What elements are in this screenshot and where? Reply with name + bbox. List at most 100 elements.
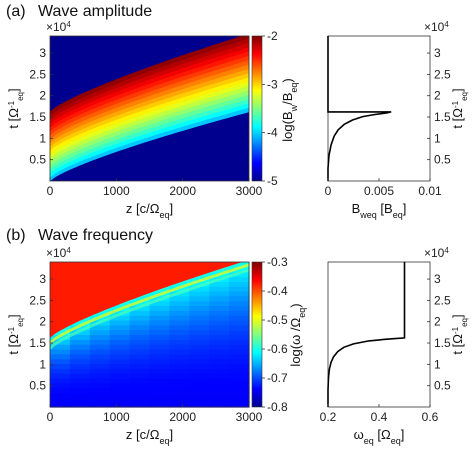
- heatmap-b-cell: [209, 305, 230, 311]
- heatmap-b-cell: [50, 368, 71, 374]
- heatmap-b-cell: [89, 344, 111, 350]
- heatmap-b-cell: [229, 363, 250, 369]
- y-axis-label: t [Ω-1eq]: [450, 88, 469, 128]
- heatmap-b-cell: [229, 373, 250, 379]
- colorbar-a-ticks: -2 -3 -4 -5: [262, 29, 278, 188]
- heatmap-b-cell: [50, 373, 71, 379]
- heatmap-b-cell: [209, 378, 230, 384]
- heatmap-b-cell: [229, 344, 250, 350]
- x-tick-label: 2000: [169, 410, 196, 424]
- heatmap-b-cell: [169, 320, 190, 326]
- x-tick-label: 0.4: [371, 410, 388, 424]
- heatmap-b-cell: [129, 387, 151, 394]
- heatmap-b-cell: [209, 315, 230, 321]
- heatmap-b-cell: [129, 397, 151, 403]
- heatmap-b-cell: [169, 315, 190, 321]
- heatmap-b-cell: [129, 320, 151, 326]
- heatmap-b-cell: [69, 368, 91, 374]
- heatmap-b-cell: [209, 349, 230, 355]
- line-a-axes: 0 0.005 0.01 0.5 1 1.5 2 2.5 3 ×104 Bweq [Beq] t [Ω…: [325, 20, 469, 221]
- y-tick-label: 2.5: [29, 293, 46, 307]
- heatmap-b-cell: [229, 276, 250, 282]
- heatmap-b-cell: [69, 334, 91, 340]
- x-tick-label: 2000: [169, 184, 196, 198]
- y-tick-label: 1.5: [434, 110, 451, 124]
- heatmap-b-cell: [149, 320, 170, 326]
- y-axis-label: t [Ω-1eq]: [6, 88, 25, 128]
- colorbar-tick-label: -0.6: [267, 342, 288, 356]
- y-tick-label: 1: [434, 357, 441, 371]
- heatmap-b-cell: [109, 378, 131, 384]
- line-a-series: [327, 36, 392, 181]
- heatmap-b-frame: [49, 261, 250, 408]
- colorbar-tick-label: -2: [267, 29, 278, 43]
- y-tick-label: 0.5: [434, 153, 451, 167]
- heatmap-b-cell: [169, 334, 190, 340]
- heatmap-a-band: [49, 35, 250, 182]
- heatmap-b-cell: [149, 392, 170, 398]
- heatmap-b-cell: [109, 363, 131, 369]
- line-a-frame: [327, 35, 431, 182]
- heatmap-b-cell: [109, 392, 131, 398]
- heatmap-b-cell: [189, 305, 210, 311]
- heatmap-b-cell: [189, 281, 210, 287]
- heatmap-b-cell: [69, 382, 91, 389]
- heatmap-b-cell: [189, 310, 210, 316]
- heatmap-b-cell: [169, 392, 190, 398]
- heatmap-b-cell: [129, 363, 151, 369]
- heatmap-b-cell: [69, 392, 91, 398]
- y-exponent-base: ×10: [424, 20, 445, 34]
- x-tick-label: 3000: [236, 184, 263, 198]
- heatmap-b-cell: [149, 353, 170, 360]
- heatmap-b-cell: [109, 382, 131, 389]
- panel-a-title: Wave amplitude: [38, 3, 152, 20]
- x-tick-label: 0.01: [418, 184, 442, 198]
- heatmap-b-cell: [109, 334, 131, 340]
- heatmap-b-cell: [69, 353, 91, 360]
- x-tick-label: 1000: [103, 410, 130, 424]
- y-exponent-power: 4: [66, 246, 71, 255]
- heatmap-b-cell: [229, 295, 250, 302]
- heatmap-b-cell: [109, 320, 131, 326]
- heatmap-b-cell: [169, 349, 190, 355]
- heatmap-b-cell: [169, 353, 190, 360]
- heatmap-b-cell: [229, 358, 250, 365]
- y-tick-label: 2: [434, 315, 441, 329]
- y-tick-label: 0.5: [434, 379, 451, 393]
- heatmap-b-cell: [149, 305, 170, 311]
- heatmap-b-transition: [49, 268, 250, 350]
- heatmap-b-cell: [189, 291, 210, 297]
- heatmap-b-cell: [149, 344, 170, 350]
- heatmap-a: [49, 35, 250, 182]
- y-exponent: ×104: [424, 20, 449, 35]
- colorbar-tick-label: -0.4: [267, 284, 288, 298]
- colorbar-tick-label: -0.3: [267, 255, 288, 269]
- panel-b-title: Wave frequency: [38, 227, 153, 244]
- heatmap-b-cell: [50, 402, 71, 408]
- heatmap-b-cell: [149, 334, 170, 340]
- y-tick-label: 2: [39, 89, 46, 103]
- heatmap-b-cell: [229, 334, 250, 340]
- heatmap-b-cell: [169, 358, 190, 365]
- heatmap-b-cell: [229, 310, 250, 316]
- heatmap-b-cell: [129, 382, 151, 389]
- heatmap-b-cell: [69, 387, 91, 394]
- y-tick-label: 3: [434, 46, 441, 60]
- heatmap-b-cell: [229, 286, 250, 292]
- heatmap-b-cell: [209, 310, 230, 316]
- x-axis-label: ωeq [Ωeq]: [354, 427, 405, 446]
- heatmap-b-cell: [229, 397, 250, 403]
- heatmap-b-cell: [149, 378, 170, 384]
- heatmap-b-cell: [149, 402, 170, 408]
- y-tick-label: 0.5: [29, 379, 46, 393]
- heatmap-b-cell: [109, 324, 131, 331]
- y-axis-label: t [Ω-1eq]: [6, 314, 25, 354]
- heatmap-b-cell: [50, 392, 71, 398]
- panel-b-label: (b): [6, 227, 26, 244]
- heatmap-b-cell: [189, 392, 210, 398]
- heatmap-b-cell: [229, 262, 250, 268]
- colorbar-tick-label: -0.5: [267, 313, 288, 327]
- heatmap-b-cell: [209, 353, 230, 360]
- heatmap-b-cell: [109, 353, 131, 360]
- heatmap-b-cell: [149, 382, 170, 389]
